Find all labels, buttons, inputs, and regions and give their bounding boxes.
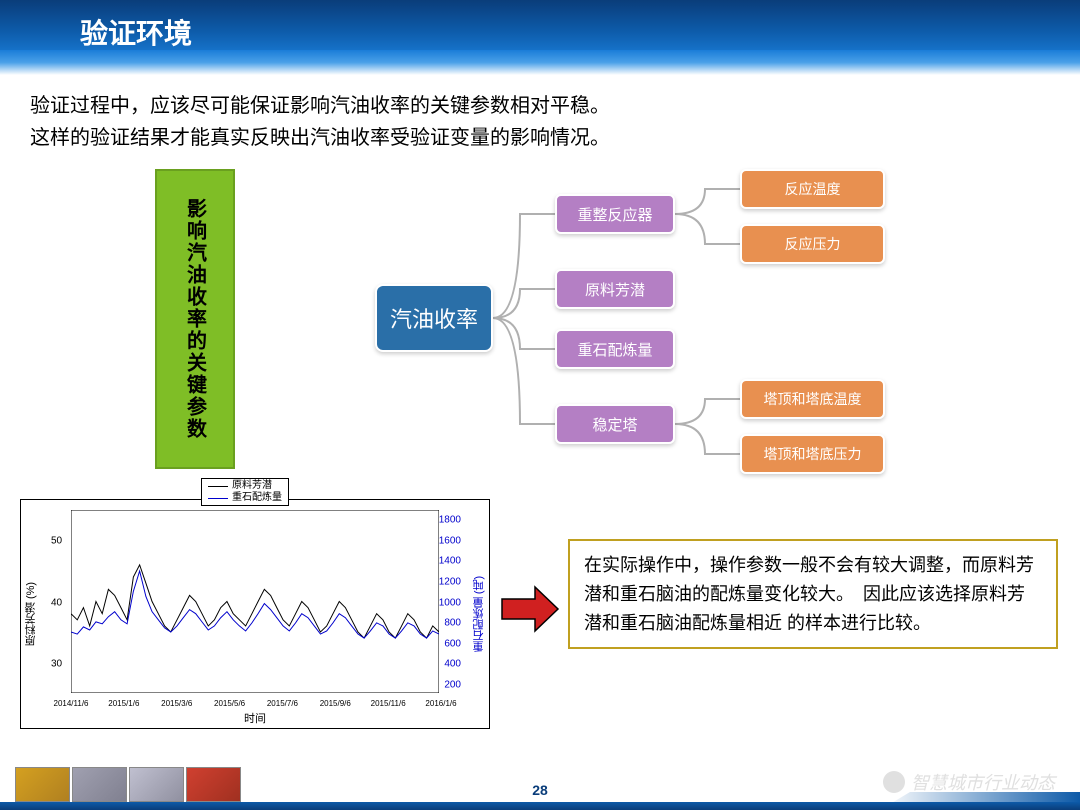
diagram-area: 影响汽油收率的关键参数 汽油收率 重整反应器 原料芳潜 重石配炼量 稳定塔 反应… xyxy=(0,169,1080,499)
slide-title: 验证环境 xyxy=(0,0,1080,52)
tree-node-heavy: 重石配炼量 xyxy=(555,329,675,369)
tree-leaf-tower-temp: 塔顶和塔底温度 xyxy=(740,379,885,419)
page-number: 28 xyxy=(532,782,548,798)
chart-svg xyxy=(71,510,439,693)
chart-xlabel: 时间 xyxy=(244,710,266,726)
callout-box: 在实际操作中，操作参数一般不会有较大调整，而原料芳潜和重石脑油的配炼量变化较大。… xyxy=(568,539,1058,649)
wechat-icon: ⋯ xyxy=(883,771,905,793)
tree-node-tower: 稳定塔 xyxy=(555,404,675,444)
chart-ylabel-right: 重石配炼量 (吨) xyxy=(471,576,487,652)
tree-node-feed: 原料芳潜 xyxy=(555,269,675,309)
chart-plot xyxy=(71,510,439,693)
footer-thumb-2 xyxy=(72,767,127,802)
red-arrow-icon xyxy=(500,584,560,634)
footer-thumb-3 xyxy=(129,767,184,802)
tree-leaf-pressure: 反应压力 xyxy=(740,224,885,264)
footer-thumb-4 xyxy=(186,767,241,802)
chart-ylabel-left: 原料芳潜 (%) xyxy=(23,582,39,646)
tree-leaf-tower-pressure: 塔顶和塔底压力 xyxy=(740,434,885,474)
footer-thumb-1 xyxy=(15,767,70,802)
watermark: ⋯ 智慧城市行业动态 xyxy=(883,769,1055,795)
body-text: 验证过程中，应该尽可能保证影响汽油收率的关键参数相对平稳。 这样的验证结果才能真… xyxy=(0,60,1080,164)
tree-root-label: 汽油收率 xyxy=(390,302,478,334)
footer-bar xyxy=(0,802,1080,810)
bottom-area: 原料芳潜 重石配炼量 原料芳潜 (%) 重石配炼量 (吨) 时间 3040502… xyxy=(0,499,1080,749)
watermark-text: 智慧城市行业动态 xyxy=(911,769,1055,795)
time-series-chart: 原料芳潜 重石配炼量 原料芳潜 (%) 重石配炼量 (吨) 时间 3040502… xyxy=(20,499,490,729)
body-line-1: 验证过程中，应该尽可能保证影响汽油收率的关键参数相对平稳。 xyxy=(30,90,1050,122)
footer-thumbnails xyxy=(15,767,241,802)
callout-text: 在实际操作中，操作参数一般不会有较大调整，而原料芳潜和重石脑油的配炼量变化较大。… xyxy=(584,555,1034,633)
tree-root: 汽油收率 xyxy=(375,284,493,352)
tree-connectors xyxy=(0,169,1080,499)
tree-leaf-temp: 反应温度 xyxy=(740,169,885,209)
tree-node-reactor: 重整反应器 xyxy=(555,194,675,234)
body-line-2: 这样的验证结果才能真实反映出汽油收率受验证变量的影响情况。 xyxy=(30,122,1050,154)
chart-legend: 原料芳潜 重石配炼量 xyxy=(201,478,289,506)
slide-header: 验证环境 xyxy=(0,0,1080,60)
